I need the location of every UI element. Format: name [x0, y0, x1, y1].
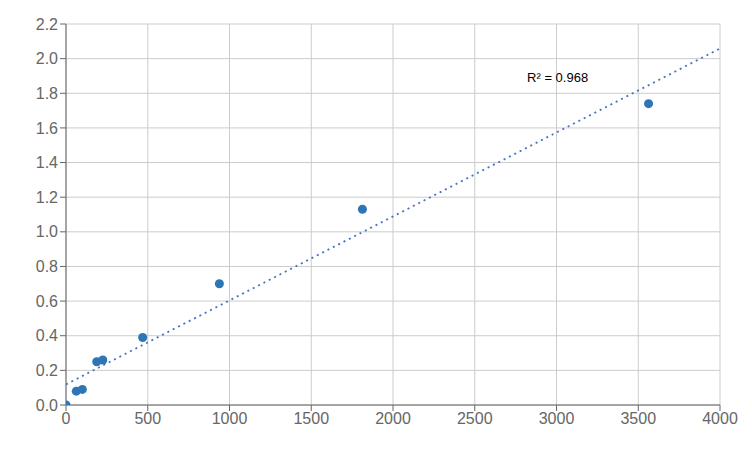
svg-text:3500: 3500 [620, 410, 656, 427]
svg-text:1500: 1500 [293, 410, 329, 427]
svg-text:0.0: 0.0 [36, 397, 58, 414]
svg-text:0.8: 0.8 [36, 258, 58, 275]
svg-text:0.4: 0.4 [36, 327, 58, 344]
svg-text:2500: 2500 [457, 410, 493, 427]
svg-text:2000: 2000 [375, 410, 411, 427]
svg-text:R² = 0.968: R² = 0.968 [527, 70, 588, 85]
svg-text:1000: 1000 [212, 410, 248, 427]
svg-text:3000: 3000 [539, 410, 575, 427]
svg-text:1.0: 1.0 [36, 223, 58, 240]
svg-text:1.6: 1.6 [36, 120, 58, 137]
svg-text:4000: 4000 [702, 410, 738, 427]
svg-text:500: 500 [134, 410, 161, 427]
svg-text:1.2: 1.2 [36, 189, 58, 206]
svg-text:0.6: 0.6 [36, 293, 58, 310]
svg-text:1.8: 1.8 [36, 85, 58, 102]
svg-text:0.2: 0.2 [36, 362, 58, 379]
svg-text:2.2: 2.2 [36, 16, 58, 33]
svg-text:2.0: 2.0 [36, 50, 58, 67]
svg-text:1.4: 1.4 [36, 154, 58, 171]
svg-text:0: 0 [62, 410, 71, 427]
